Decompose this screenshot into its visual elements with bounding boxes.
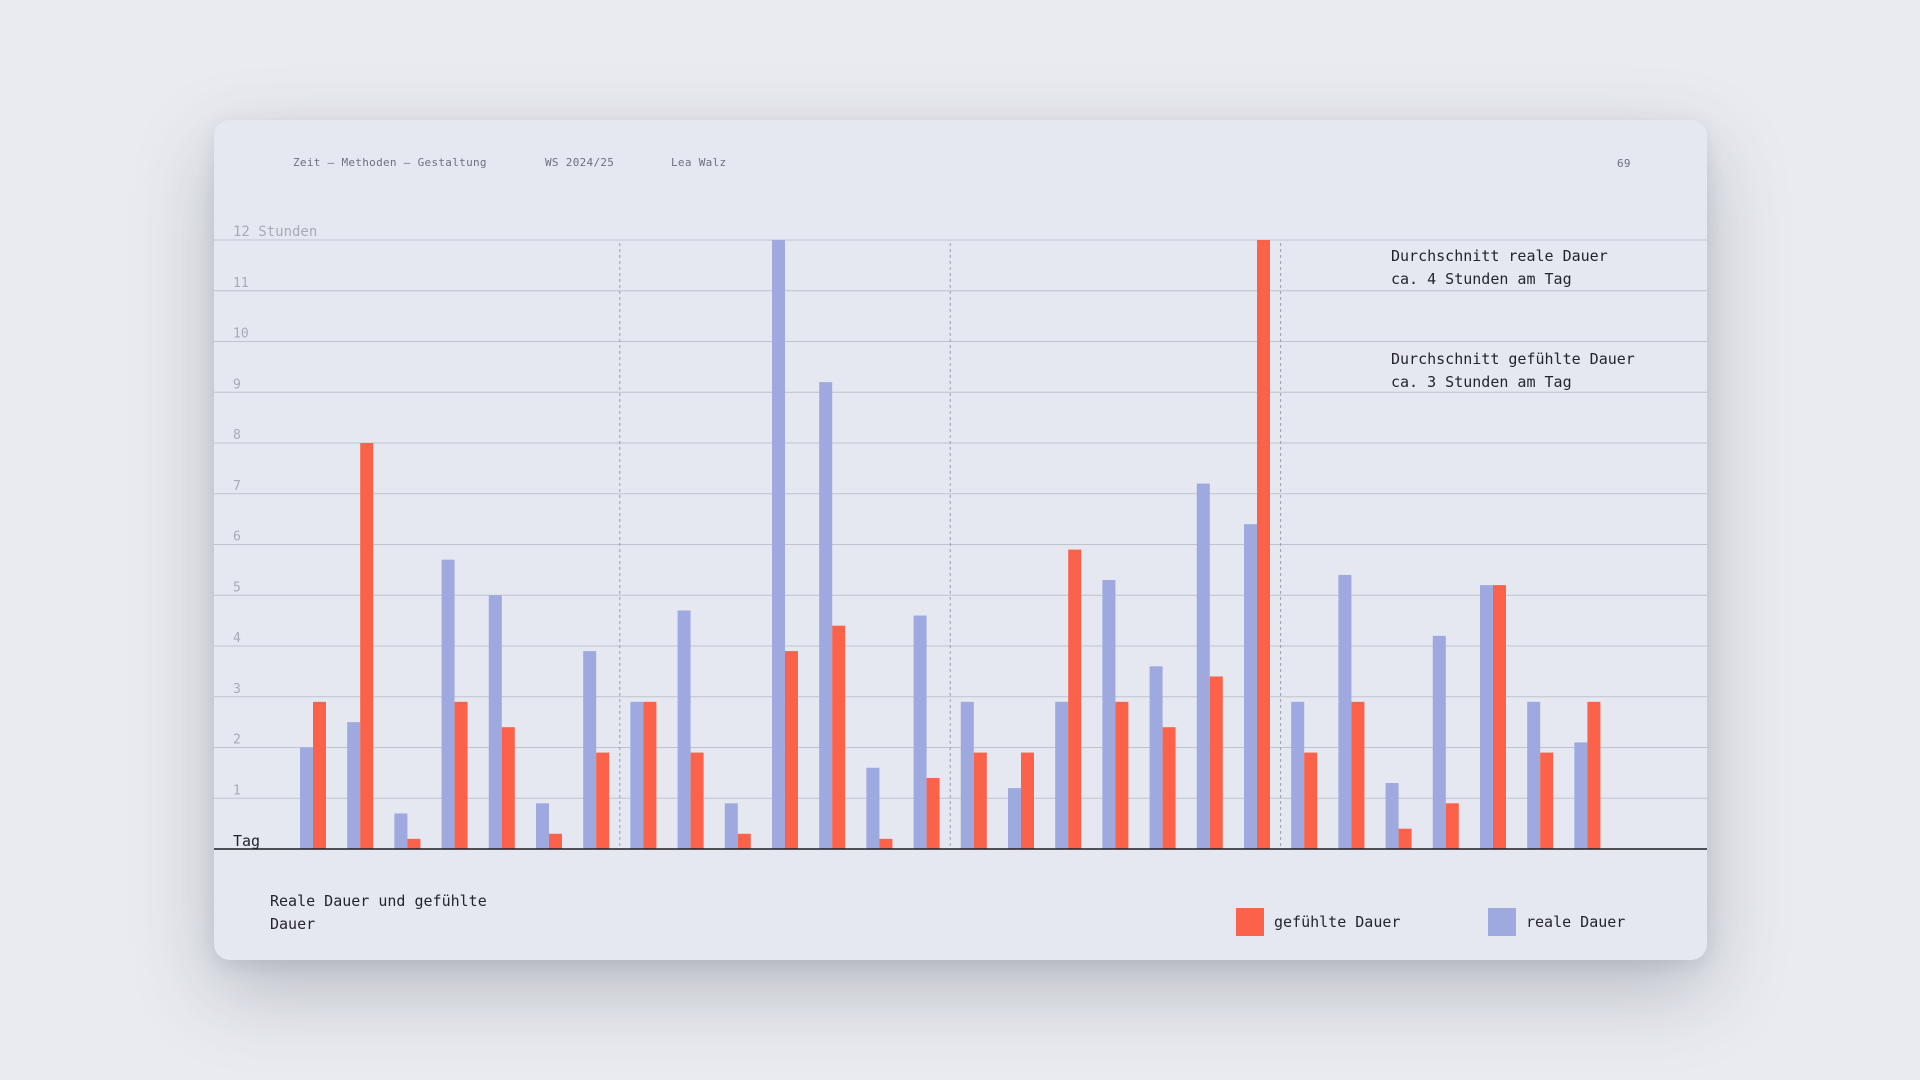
bar-real (1574, 742, 1588, 849)
bar-chart: 1 2 3 4 5 6 7 8 9 10 11 12 Stunden Tag (214, 224, 1707, 850)
bar-felt (643, 701, 657, 849)
header-author: Lea Walz (671, 156, 727, 169)
bar-felt (1540, 752, 1554, 849)
y-tick-label: 9 (233, 377, 241, 392)
header-semester: WS 2024/25 (545, 156, 615, 169)
bar-felt (1493, 585, 1506, 849)
legend-real-swatch (1488, 908, 1516, 936)
bar-felt (690, 752, 704, 849)
y-tick-label: 4 (233, 631, 241, 646)
bar-real (960, 701, 974, 849)
bar-real (300, 747, 313, 849)
bar-real (630, 701, 644, 849)
slide-card: Zeit – Methoden – Gestaltung WS 2024/25 … (214, 120, 1707, 960)
bar-felt (549, 833, 562, 849)
bar-real (819, 382, 833, 849)
bar-real (488, 595, 502, 849)
bar-real (583, 651, 597, 849)
bar-felt (1115, 701, 1129, 849)
bar-felt (1351, 701, 1365, 849)
annotation-average-felt: Durchschnitt gefühlte Dauer ca. 3 Stunde… (1391, 350, 1635, 391)
bar-felt (1257, 240, 1270, 849)
y-tick-label: 6 (233, 530, 241, 545)
bar-felt (785, 651, 798, 849)
bar-real (1244, 524, 1257, 849)
annotation-average-real: Durchschnitt reale Dauer ca. 4 Stunden a… (1391, 247, 1608, 288)
bar-felt (973, 752, 987, 849)
bar-felt (1587, 701, 1601, 849)
bar-felt (596, 752, 610, 849)
y-tick-label: 3 (233, 682, 241, 697)
y-tick-label: 10 (233, 327, 249, 342)
y-tick-label: 11 (233, 276, 249, 291)
bar-felt (879, 838, 893, 849)
bar-real (724, 803, 738, 849)
y-tick-label: 12 Stunden (233, 224, 317, 240)
bar-real (1385, 783, 1399, 849)
bar-felt (737, 833, 751, 849)
page-number: 69 (1617, 157, 1631, 170)
legend-felt-swatch (1236, 908, 1264, 936)
bar-real (913, 615, 927, 849)
bar-real (1338, 574, 1352, 849)
y-tick-label: 5 (233, 580, 241, 595)
y-tick-label: 7 (233, 479, 241, 494)
bar-felt (832, 625, 846, 849)
bar-real (1291, 701, 1305, 849)
legend-real: reale Dauer (1488, 908, 1625, 936)
bar-felt (313, 701, 326, 849)
bar-real (347, 722, 361, 849)
bar-real (1149, 666, 1163, 849)
y-tick-label: 1 (233, 783, 241, 798)
bar-felt (454, 701, 468, 849)
x-axis-label: Tag (233, 832, 260, 850)
bar-felt (1021, 752, 1034, 849)
bar-felt (1445, 803, 1459, 849)
bar-real (1055, 701, 1069, 849)
bar-real (866, 767, 880, 849)
bar-real (772, 240, 785, 849)
bar-real (441, 559, 455, 849)
legend-real-label: reale Dauer (1526, 913, 1626, 931)
legend-felt: gefühlte Dauer (1236, 908, 1400, 936)
chart-title: Reale Dauer und gefühlte Dauer (270, 892, 487, 933)
bar-real (1527, 701, 1541, 849)
bar-real (1102, 580, 1116, 849)
bar-real (1480, 585, 1493, 849)
bar-real (394, 813, 408, 849)
bar-felt (1398, 828, 1412, 849)
bar-felt (1162, 727, 1176, 849)
y-tick-label: 8 (233, 428, 241, 443)
bar-felt (1209, 676, 1223, 849)
bar-real (677, 610, 691, 849)
header-course: Zeit – Methoden – Gestaltung (293, 156, 487, 169)
y-tick-label: 2 (233, 733, 241, 748)
bar-real (1196, 483, 1210, 849)
bar-felt (1068, 549, 1082, 849)
bar-real (536, 803, 549, 849)
bar-real (1008, 788, 1021, 849)
legend-felt-label: gefühlte Dauer (1274, 913, 1401, 931)
bar-felt (1304, 752, 1318, 849)
bar-felt (407, 838, 421, 849)
bar-felt (360, 443, 374, 849)
bar-real (1432, 635, 1446, 849)
bar-felt (926, 777, 940, 849)
bar-felt (501, 727, 515, 849)
